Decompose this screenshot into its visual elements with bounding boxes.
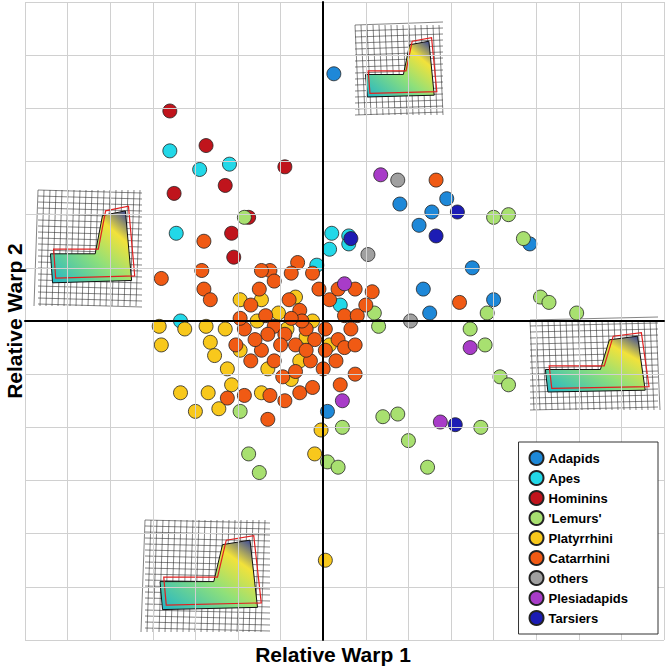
svg-text:Plesiadapids: Plesiadapids: [549, 591, 628, 606]
svg-text:Tarsiers: Tarsiers: [549, 611, 599, 626]
svg-text:Catarrhini: Catarrhini: [549, 551, 610, 566]
svg-text:others: others: [549, 571, 589, 586]
svg-text:Adapids: Adapids: [549, 451, 600, 466]
svg-text:Relative Warp 1: Relative Warp 1: [255, 643, 411, 666]
svg-text:'Lemurs': 'Lemurs': [549, 511, 602, 526]
svg-text:Relative Warp 2: Relative Warp 2: [3, 243, 26, 399]
svg-text:Platyrrhini: Platyrrhini: [549, 531, 613, 546]
svg-text:Hominins: Hominins: [549, 491, 608, 506]
svg-text:Apes: Apes: [549, 471, 581, 486]
